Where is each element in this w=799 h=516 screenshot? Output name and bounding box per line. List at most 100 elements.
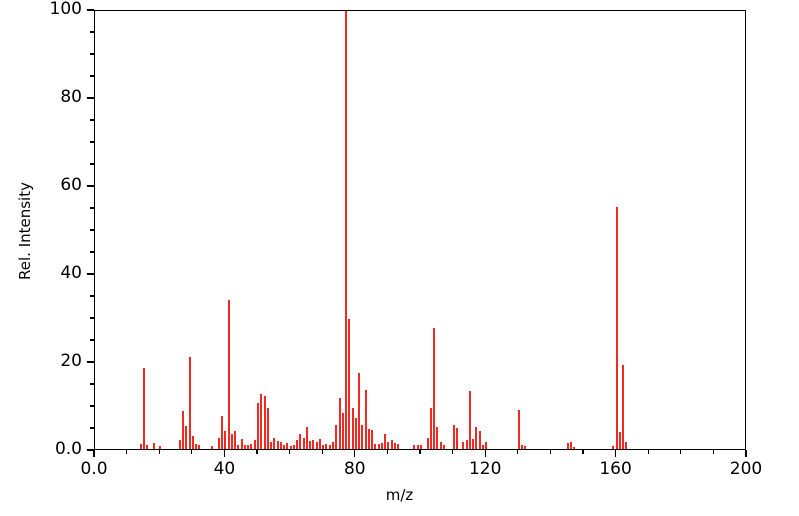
peak-bar bbox=[299, 434, 302, 449]
peak-bar bbox=[296, 439, 299, 449]
x-tick-label: 120 bbox=[468, 459, 502, 479]
peak-bar bbox=[468, 391, 471, 449]
peak-bar bbox=[230, 434, 233, 449]
peak-bar bbox=[377, 443, 380, 449]
peak-bar bbox=[276, 441, 279, 449]
peak-bar bbox=[367, 428, 370, 449]
x-tick-major bbox=[484, 450, 486, 457]
peak-bar bbox=[325, 444, 328, 449]
peak-bar bbox=[618, 432, 621, 449]
y-tick-minor bbox=[90, 251, 94, 253]
x-tick-label: 0.0 bbox=[80, 459, 108, 479]
x-tick-major bbox=[223, 450, 226, 457]
peak-bar bbox=[387, 441, 390, 449]
peak-bar bbox=[345, 11, 348, 449]
x-tick-minor bbox=[191, 450, 193, 454]
y-tick-major bbox=[87, 273, 94, 275]
x-tick-minor bbox=[288, 450, 291, 454]
x-tick-minor bbox=[451, 450, 454, 454]
peak-bar bbox=[185, 425, 188, 449]
x-axis-title: m/z bbox=[385, 486, 414, 504]
peak-bar bbox=[517, 409, 520, 449]
y-tick-label: 60 bbox=[60, 175, 82, 195]
y-tick-minor bbox=[90, 75, 94, 77]
peak-bar bbox=[465, 440, 468, 449]
x-tick-minor bbox=[419, 450, 421, 454]
x-tick-label: 160 bbox=[599, 459, 632, 479]
peak-bar bbox=[478, 430, 481, 449]
peak-bar bbox=[622, 365, 625, 449]
y-tick-minor bbox=[90, 163, 94, 165]
peak-bar bbox=[566, 443, 569, 449]
x-tick-minor bbox=[125, 450, 128, 454]
peak-bar bbox=[270, 441, 273, 449]
peak-bar bbox=[240, 439, 243, 449]
peak-bar bbox=[273, 438, 276, 449]
peak-bar bbox=[312, 440, 315, 449]
peak-bar bbox=[305, 427, 308, 449]
peak-bar bbox=[472, 438, 475, 449]
peak-bar bbox=[279, 441, 282, 449]
y-tick-minor bbox=[90, 119, 94, 121]
x-tick-minor bbox=[158, 450, 160, 454]
peak-bar bbox=[286, 443, 289, 449]
peak-bar bbox=[224, 431, 227, 449]
y-axis-ticks: 0.0 20 40 60 80 100 bbox=[0, 0, 94, 460]
peak-bar bbox=[481, 444, 484, 449]
peak-bar bbox=[146, 444, 149, 449]
peak-bar bbox=[315, 442, 318, 449]
peak-bar bbox=[211, 445, 214, 449]
peak-bar bbox=[351, 408, 354, 449]
x-tick-minor bbox=[256, 450, 258, 454]
peak-bar bbox=[371, 429, 374, 449]
peak-bar bbox=[266, 408, 269, 449]
peak-bar bbox=[521, 444, 524, 449]
peak-bar bbox=[354, 418, 357, 449]
peak-bar bbox=[142, 367, 145, 449]
y-tick-major bbox=[87, 449, 94, 451]
peak-bar bbox=[390, 440, 393, 449]
peak-bar bbox=[384, 433, 387, 449]
x-tick-minor bbox=[712, 450, 715, 454]
y-tick-minor bbox=[90, 405, 94, 407]
peak-bar bbox=[358, 372, 361, 449]
peak-bar bbox=[263, 395, 266, 449]
y-tick-label: 100 bbox=[49, 0, 82, 19]
peak-bar bbox=[250, 444, 253, 449]
y-tick-minor bbox=[90, 31, 94, 33]
peak-bar bbox=[234, 431, 237, 449]
y-tick-label: 20 bbox=[60, 351, 82, 371]
peak-bar bbox=[420, 444, 422, 449]
peak-bar bbox=[338, 397, 341, 449]
peak-bar bbox=[442, 444, 445, 449]
peak-bar bbox=[198, 445, 201, 449]
peak-bar bbox=[237, 444, 240, 449]
peak-bar bbox=[182, 411, 185, 449]
peak-bar bbox=[573, 446, 576, 449]
peak-bar bbox=[374, 443, 377, 449]
peak-bar bbox=[426, 438, 429, 449]
peak-bar bbox=[452, 425, 455, 449]
peak-bar bbox=[380, 442, 383, 449]
peak-bar bbox=[217, 437, 220, 449]
x-tick-minor bbox=[321, 450, 323, 454]
peak-bar bbox=[569, 441, 572, 449]
x-tick-label: 200 bbox=[729, 459, 763, 479]
peak-bar bbox=[257, 402, 259, 449]
y-tick-major bbox=[87, 361, 94, 363]
plot-area bbox=[94, 10, 746, 450]
x-tick-minor bbox=[680, 450, 682, 454]
peak-bar bbox=[188, 356, 191, 449]
y-tick-major bbox=[87, 97, 94, 99]
x-tick-minor bbox=[582, 450, 584, 454]
peak-bar bbox=[318, 438, 321, 449]
y-tick-major bbox=[87, 9, 94, 11]
peak-bar bbox=[253, 440, 256, 449]
peak-bar bbox=[416, 445, 419, 449]
peak-bar bbox=[178, 440, 181, 449]
y-tick-label: 40 bbox=[60, 263, 82, 283]
peak-bar bbox=[429, 408, 432, 449]
y-tick-minor bbox=[90, 317, 94, 319]
y-tick-label: 0.0 bbox=[54, 439, 82, 459]
